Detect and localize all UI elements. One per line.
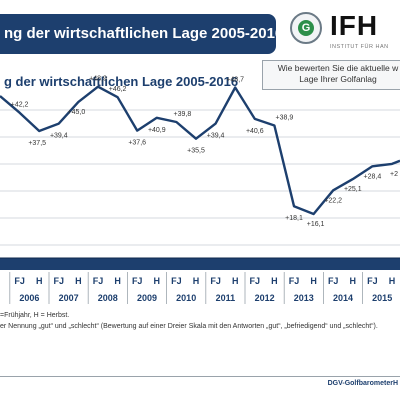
footnote-line-2: er Nennung „gut“ und „schlecht“ (Bewertu… — [0, 323, 378, 330]
x-tick-label: H — [310, 276, 317, 286]
x-tick-label: FJ — [14, 276, 25, 286]
question-line-1: Wie bewerten Sie die aktuelle w — [277, 63, 399, 73]
x-tick-label: H — [389, 276, 396, 286]
x-tick-label: FJ — [93, 276, 104, 286]
data-label: +39,8 — [174, 111, 192, 118]
data-label: +39,4 — [50, 133, 68, 140]
data-label: +46,2 — [109, 86, 127, 93]
x-tick-label: H — [75, 276, 82, 286]
data-label: +48,7 — [226, 77, 244, 84]
x-tick-label: FJ — [54, 276, 65, 286]
axis-band — [0, 258, 400, 270]
x-tick-label: FJ — [132, 276, 143, 286]
year-label: 2011 — [216, 293, 236, 303]
data-label: +48,9 — [89, 76, 107, 83]
line-chart: FJHFJHFJHFJHFJHFJHFJHFJHFJHFJHFJ20062007… — [0, 76, 400, 304]
data-label: +2 — [390, 171, 398, 178]
year-label: 2008 — [98, 293, 118, 303]
data-label: +38,9 — [276, 115, 294, 122]
data-label: +40,9 — [148, 127, 166, 134]
x-tick-label: FJ — [210, 276, 221, 286]
data-label: +37,6 — [128, 140, 146, 147]
x-tick-label: H — [154, 276, 161, 286]
survey-question-box: Wie bewerten Sie die aktuelle w Lage Ihr… — [262, 60, 400, 90]
x-tick-label: FJ — [171, 276, 182, 286]
x-tick-label: H — [36, 276, 43, 286]
year-label: 2007 — [59, 293, 79, 303]
year-label: 2015 — [372, 293, 392, 303]
ifh-logo-subtitle: INSTITUT FÜR HAN — [330, 44, 389, 50]
x-tick-label: H — [271, 276, 278, 286]
banner-title: ng der wirtschaftlichen Lage 2005-2016 — [4, 25, 284, 42]
x-tick-label: H — [193, 276, 200, 286]
footnote: =Frühjahr, H = Herbst. er Nennung „gut“ … — [0, 310, 378, 332]
year-label: 2006 — [19, 293, 39, 303]
series-line — [0, 85, 400, 216]
x-tick-label: FJ — [289, 276, 300, 286]
data-label: +25,1 — [344, 186, 362, 193]
source-label: DGV-GolfbarometerH — [327, 380, 398, 387]
data-label: +28,4 — [364, 173, 382, 180]
logo-area: G IFH INSTITUT FÜR HAN — [282, 10, 400, 54]
x-tick-label: H — [350, 276, 357, 286]
year-label: 2009 — [137, 293, 157, 303]
data-label: +40,6 — [246, 128, 264, 135]
ifh-logo: IFH — [330, 10, 379, 41]
data-label: +37,5 — [28, 140, 46, 147]
title-banner: ng der wirtschaftlichen Lage 2005-2016 — [0, 14, 283, 54]
seal-letter: G — [298, 20, 314, 36]
x-tick-label: FJ — [250, 276, 261, 286]
footnote-line-1: =Frühjahr, H = Herbst. — [0, 312, 70, 319]
data-label: +22,2 — [324, 197, 342, 204]
chart-title: g der wirtschaftlichen Lage 2005-2016 — [4, 74, 239, 89]
data-label: +18,1 — [285, 215, 303, 222]
data-label: +39,4 — [207, 133, 225, 140]
year-label: 2010 — [176, 293, 196, 303]
x-tick-label: FJ — [328, 276, 339, 286]
year-label: 2014 — [333, 293, 353, 303]
x-tick-label: H — [114, 276, 121, 286]
data-label: +42,2 — [11, 102, 29, 109]
question-line-2: Lage Ihrer Golfanlag — [299, 74, 377, 84]
footer-divider — [0, 376, 400, 377]
dgv-seal-icon: G — [290, 12, 322, 44]
data-label: +45,0 — [68, 109, 86, 116]
data-label: +16,1 — [307, 221, 325, 228]
year-label: 2012 — [255, 293, 275, 303]
x-tick-label: FJ — [367, 276, 378, 286]
data-label: +35,5 — [187, 148, 205, 155]
x-tick-label: H — [232, 276, 239, 286]
year-label: 2013 — [294, 293, 314, 303]
